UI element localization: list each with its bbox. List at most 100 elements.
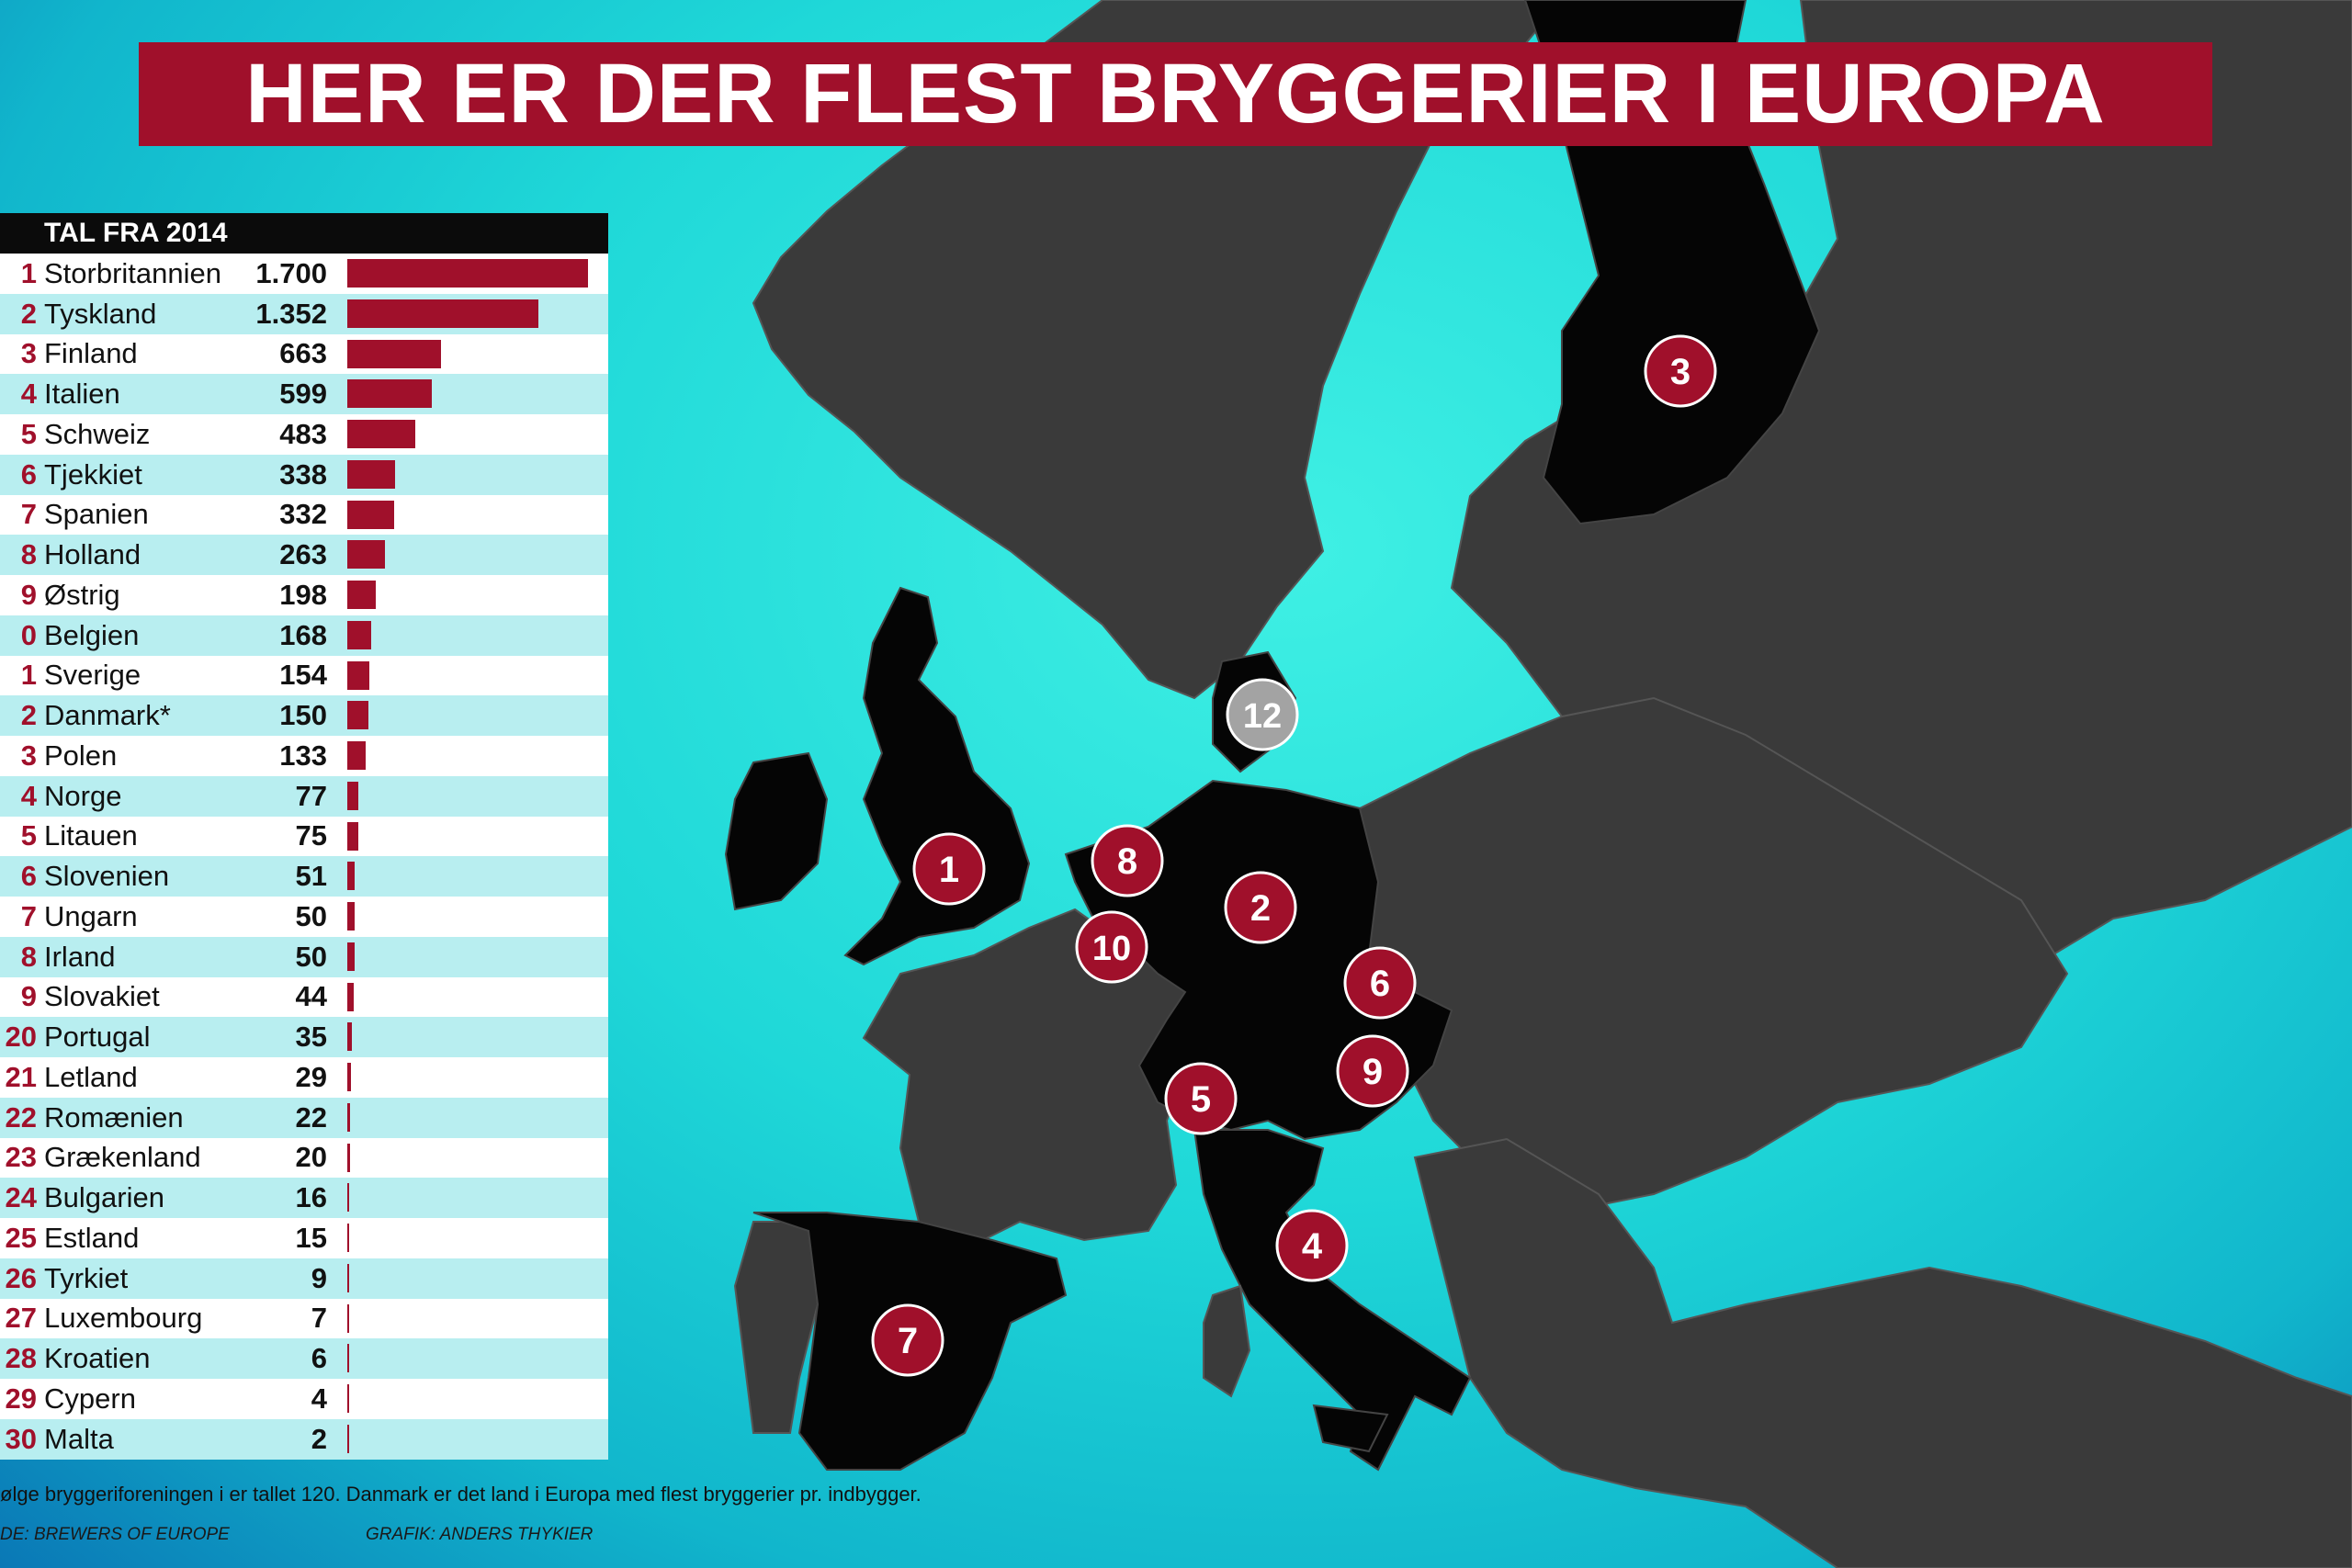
rank-label: 29: [5, 1382, 37, 1415]
table-row: 1 Sverige 154: [0, 655, 608, 696]
brewery-count: 338: [279, 457, 327, 491]
brewery-count: 198: [279, 578, 327, 611]
value-bar: [347, 581, 376, 609]
table-body: 1 Storbritannien 1.700 2 Tyskland 1.352 3 Finla…: [0, 254, 608, 1460]
brewery-count: 332: [279, 498, 327, 531]
brewery-count: 154: [279, 659, 327, 692]
brewery-count: 7: [311, 1302, 327, 1335]
country-name: Ungarn: [44, 899, 138, 932]
country-name: Letland: [44, 1060, 138, 1093]
value-bar: [347, 1263, 349, 1292]
value-bar: [347, 500, 395, 529]
marker-12: 12: [1226, 678, 1299, 751]
title-banner: HER ER DER FLEST BRYGGERIER I EUROPA: [139, 42, 2212, 146]
brewery-count: 1.352: [255, 297, 327, 330]
table-row: 0 Belgien 168: [0, 615, 608, 656]
rank-label: 1: [20, 659, 37, 692]
rank-label: 5: [20, 819, 37, 852]
table-row: 8 Irland 50: [0, 936, 608, 977]
rank-label: 7: [20, 899, 37, 932]
rank-label: 6: [20, 860, 37, 893]
rank-label: 7: [20, 498, 37, 531]
value-bar: [347, 862, 355, 891]
table-row: 26 Tyrkiet 9: [0, 1258, 608, 1299]
table-row: 4 Italien 599: [0, 374, 608, 414]
table-row: 21 Letland 29: [0, 1057, 608, 1098]
table-header: TAL FRA 2014: [0, 213, 608, 254]
value-bar: [347, 1384, 349, 1413]
value-bar: [347, 379, 433, 409]
credit-label: GRAFIK: ANDERS THYKIER: [366, 1525, 594, 1544]
country-name: Norge: [44, 779, 122, 812]
value-bar: [347, 1344, 349, 1373]
rank-label: 6: [20, 457, 37, 491]
table-row: 5 Schweiz 483: [0, 414, 608, 455]
rank-label: 24: [5, 1181, 37, 1214]
value-bar: [347, 982, 354, 1011]
marker-2: 2: [1224, 871, 1297, 944]
rank-label: 21: [5, 1060, 37, 1093]
brewery-count: 22: [295, 1100, 327, 1134]
country-name: Belgien: [44, 618, 140, 651]
table-row: 2 Danmark* 150: [0, 695, 608, 736]
marker-9: 9: [1336, 1034, 1409, 1108]
country-name: Cypern: [44, 1382, 136, 1415]
value-bar: [347, 1063, 352, 1091]
rank-label: 23: [5, 1141, 37, 1174]
brewery-count: 35: [295, 1021, 327, 1054]
ireland-land: [724, 751, 829, 911]
source-label: DE: BREWERS OF EUROPE: [0, 1525, 230, 1544]
rank-label: 27: [5, 1302, 37, 1335]
brewery-count: 150: [279, 699, 327, 732]
svg-text:2: 2: [1250, 888, 1271, 929]
brewery-count: 599: [279, 378, 327, 411]
rank-label: 9: [20, 980, 37, 1013]
value-bar: [347, 942, 355, 971]
table-row: 30 Malta 2: [0, 1418, 608, 1460]
country-name: Finland: [44, 337, 138, 370]
value-bar: [347, 660, 369, 690]
brewery-count: 483: [279, 417, 327, 450]
brewery-count: 50: [295, 940, 327, 973]
rank-label: 22: [5, 1100, 37, 1134]
brewery-count: 29: [295, 1060, 327, 1093]
value-bar: [347, 259, 588, 288]
svg-text:5: 5: [1191, 1079, 1211, 1120]
table-row: 7 Ungarn 50: [0, 897, 608, 937]
rank-label: 30: [5, 1422, 37, 1455]
sicily-land: [1312, 1404, 1389, 1453]
marker-10: 10: [1075, 910, 1148, 984]
rank-label: 25: [5, 1221, 37, 1254]
country-name: Litauen: [44, 819, 138, 852]
rank-label: 1: [20, 256, 37, 289]
marker-7: 7: [871, 1303, 944, 1377]
country-name: Polen: [44, 739, 118, 772]
svg-text:1: 1: [939, 850, 959, 890]
svg-text:4: 4: [1302, 1226, 1323, 1267]
country-name: Irland: [44, 940, 116, 973]
country-name: Slovakiet: [44, 980, 160, 1013]
marker-5: 5: [1164, 1062, 1238, 1135]
country-name: Luxembourg: [44, 1302, 203, 1335]
marker-3: 3: [1644, 334, 1717, 408]
rank-label: 0: [20, 618, 37, 651]
brewery-count: 20: [295, 1141, 327, 1174]
country-name: Romænien: [44, 1100, 184, 1134]
brewery-count: 50: [295, 899, 327, 932]
rank-label: 9: [20, 578, 37, 611]
marker-8: 8: [1091, 824, 1164, 897]
country-name: Tyskland: [44, 297, 157, 330]
country-name: Grækenland: [44, 1141, 201, 1174]
table-row: 28 Kroatien 6: [0, 1338, 608, 1379]
table-row: 25 Estland 15: [0, 1218, 608, 1258]
brewery-count: 51: [295, 860, 327, 893]
marker-1: 1: [912, 832, 986, 906]
table-row: 3 Polen 133: [0, 736, 608, 776]
country-name: Tjekkiet: [44, 457, 142, 491]
rank-label: 20: [5, 1021, 37, 1054]
svg-text:6: 6: [1370, 964, 1390, 1004]
table-row: 24 Bulgarien 16: [0, 1178, 608, 1218]
rank-label: 3: [20, 739, 37, 772]
svg-text:12: 12: [1243, 697, 1282, 736]
value-bar: [347, 1303, 349, 1333]
